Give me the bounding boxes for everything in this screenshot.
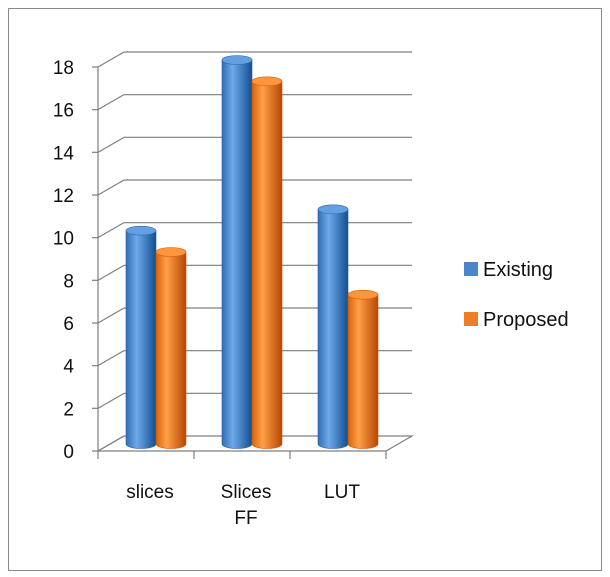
bar-cap [347,289,379,300]
bar-proposed-2 [347,289,379,449]
legend-label: Proposed [483,309,569,331]
legend-swatch [464,262,478,276]
chart-frame [8,8,602,571]
x-tick-label: slices [126,482,174,503]
y-tick-label: 18 [53,58,74,79]
axis-layer [92,66,415,459]
gridline-connector [97,51,125,68]
legend-item-existing: Existing [464,259,553,281]
gridline-connector [97,307,125,324]
y-tick-label: 0 [63,442,74,463]
y-tick-label: 2 [63,399,74,420]
gridline-connector [97,136,125,153]
y-tick-label: 16 [53,101,74,122]
bar-body [155,251,187,449]
x-tick-label: Slices FF [221,482,272,529]
bar-body [317,209,349,449]
legend-item-proposed: Proposed [464,309,569,331]
legend-label: Existing [483,259,553,281]
y-tick-label: 6 [63,314,74,335]
bar-cap [125,225,157,236]
y-tick-label: 8 [63,271,74,292]
bar-cap [221,55,253,65]
bar-proposed-1 [251,76,283,449]
legend: Existing Proposed [464,259,569,331]
labels-layer: 0 2 4 6 8 10 12 14 16 18 slices Slices FF LUT [53,58,360,529]
bar-existing-1 [221,55,253,449]
gridline-connector [97,350,125,367]
y-tick-label: 10 [53,229,74,250]
legend-swatch [464,312,478,326]
bars-layer [125,55,379,449]
bar-existing-2 [317,204,349,449]
x-tick-label: LUT [324,482,360,503]
gridline-connector [97,264,125,281]
gridline-connector [97,94,125,111]
bar-body [221,59,253,449]
bar-body [125,230,157,449]
bar-cap [317,204,349,215]
y-tick-label: 14 [53,143,75,164]
bar-body [251,81,283,449]
y-tick-label: 12 [53,186,74,207]
y-tick-label: 4 [63,357,74,378]
gridline-connector [97,392,125,409]
bar-cap [155,247,187,257]
bar-body [347,294,379,449]
bar-proposed-0 [155,247,187,449]
bar-cap [251,76,283,87]
gridline-connector [97,179,125,196]
bar-existing-0 [125,225,157,449]
gridline-connector [97,222,125,239]
